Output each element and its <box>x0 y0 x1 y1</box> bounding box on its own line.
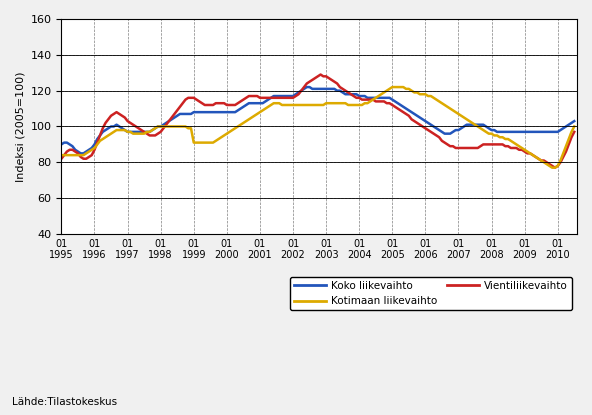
Koko liikevaihto <box>477 122 484 127</box>
Kotimaan liikevaihto <box>58 153 65 158</box>
Vientiliikevaihto <box>397 108 404 113</box>
Kotimaan liikevaihto <box>480 127 487 132</box>
Koko liikevaihto <box>400 104 407 109</box>
Text: Lähde:Tilastokeskus: Lähde:Tilastokeskus <box>12 397 117 407</box>
Kotimaan liikevaihto <box>474 124 481 129</box>
Kotimaan liikevaihto <box>571 124 578 129</box>
Vientiliikevaihto <box>551 165 558 170</box>
Koko liikevaihto <box>311 86 318 91</box>
Line: Kotimaan liikevaihto: Kotimaan liikevaihto <box>62 87 574 168</box>
Koko liikevaihto <box>58 142 65 147</box>
Vientiliikevaihto <box>58 156 65 161</box>
Kotimaan liikevaihto <box>389 85 396 90</box>
Kotimaan liikevaihto <box>77 153 84 158</box>
Kotimaan liikevaihto <box>168 124 175 129</box>
Vientiliikevaihto <box>571 129 578 134</box>
Koko liikevaihto <box>171 115 178 120</box>
Koko liikevaihto <box>303 85 310 90</box>
Kotimaan liikevaihto <box>549 165 556 170</box>
Vientiliikevaihto <box>306 79 313 84</box>
Koko liikevaihto <box>80 151 87 156</box>
Vientiliikevaihto <box>77 154 84 159</box>
Vientiliikevaihto <box>474 146 481 151</box>
Koko liikevaihto <box>571 119 578 124</box>
Koko liikevaihto <box>77 151 84 156</box>
Koko liikevaihto <box>482 124 490 129</box>
Line: Koko liikevaihto: Koko liikevaihto <box>62 87 574 154</box>
Vientiliikevaihto <box>168 115 175 120</box>
Y-axis label: Indeksi (2005=100): Indeksi (2005=100) <box>15 71 25 182</box>
Kotimaan liikevaihto <box>397 85 404 90</box>
Legend: Koko liikevaihto, Kotimaan liikevaihto, Vientiliikevaihto: Koko liikevaihto, Kotimaan liikevaihto, … <box>290 277 572 310</box>
Kotimaan liikevaihto <box>306 103 313 107</box>
Vientiliikevaihto <box>317 72 324 77</box>
Line: Vientiliikevaihto: Vientiliikevaihto <box>62 75 574 168</box>
Vientiliikevaihto <box>480 142 487 147</box>
